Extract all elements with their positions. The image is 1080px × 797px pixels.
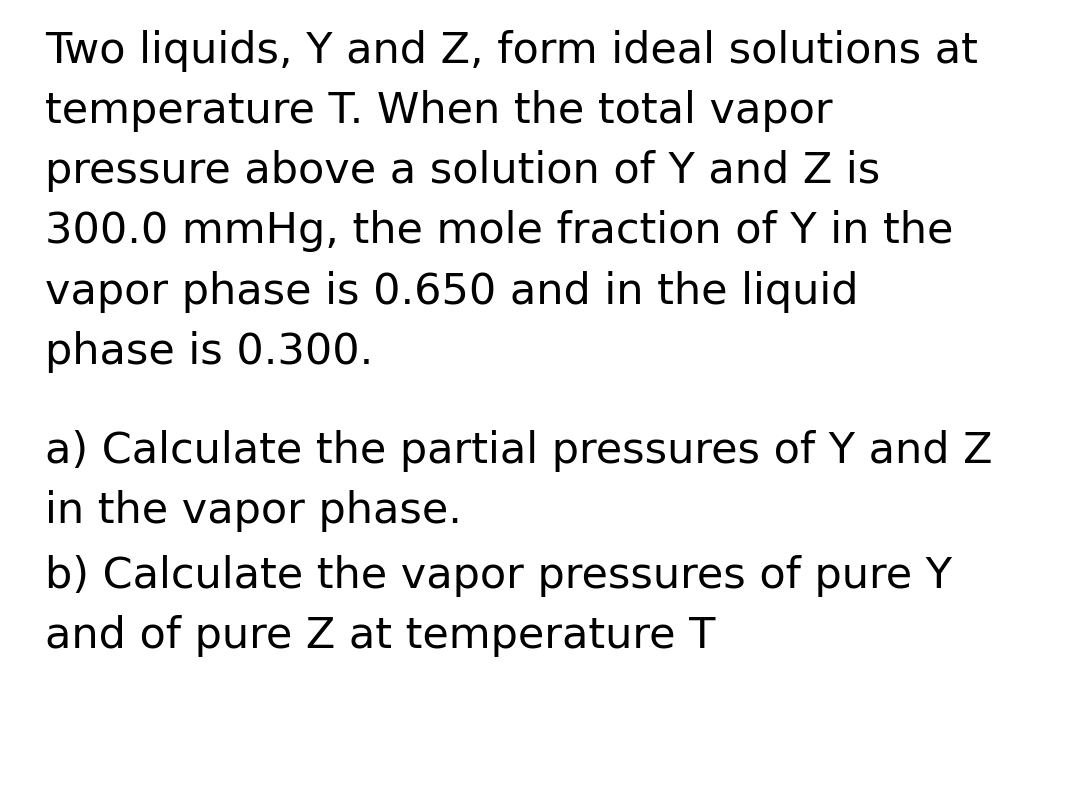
Text: b) Calculate the vapor pressures of pure Y
and of pure Z at temperature T: b) Calculate the vapor pressures of pure… xyxy=(45,555,951,658)
Text: Two liquids, Y and Z, form ideal solutions at
temperature T. When the total vapo: Two liquids, Y and Z, form ideal solutio… xyxy=(45,30,977,373)
Text: a) Calculate the partial pressures of Y and Z
in the vapor phase.: a) Calculate the partial pressures of Y … xyxy=(45,430,993,532)
